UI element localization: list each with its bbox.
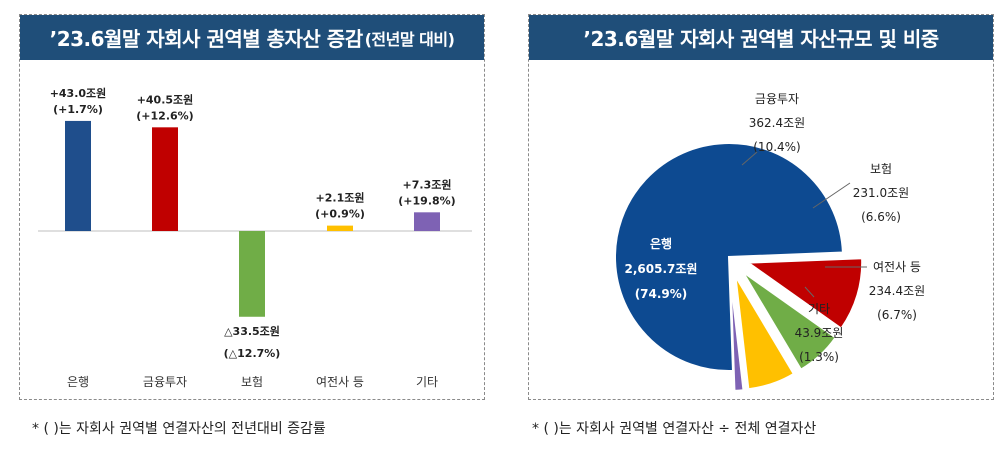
pie-leader-line-2 <box>812 182 851 209</box>
bar-value-label-0: +43.0조원 <box>50 86 107 100</box>
category-label-1: 금융투자 <box>143 375 187 389</box>
category-label-3: 여전사 등 <box>316 375 364 389</box>
asset-share-panel: ’23.6월말 자회사 권역별 자산규모 및 비중 은행 2,605.7조원 (74… <box>528 14 994 400</box>
asset-share-title: ’23.6월말 자회사 권역별 자산규모 및 비중 <box>583 27 939 51</box>
pie-value-0: 2,605.7조원 <box>625 262 698 276</box>
bar-2 <box>239 231 265 317</box>
pie-leader-line-1 <box>741 151 758 166</box>
asset-change-bar-chart: +43.0조원 (+1.7%) 은행 +40.5조원 (+12.6%) 금융투자 △33.5… <box>38 86 472 389</box>
pie-percent-2: (6.6%) <box>861 210 901 224</box>
pie-slice-3 <box>734 275 796 391</box>
pie-percent-3: (6.7%) <box>877 308 917 322</box>
category-label-2: 보험 <box>241 375 263 389</box>
pie-label-2: 보험 <box>870 162 892 176</box>
pie-percent-1: (10.4%) <box>753 140 800 154</box>
pie-label-0: 은행 <box>650 236 672 251</box>
bar-pct-label-1: (+12.6%) <box>136 109 193 122</box>
asset-change-panel: ’23.6월말 자회사 권역별 총자산 증감 (전년말 대비) +43.0조원 (+… <box>19 14 485 400</box>
category-label-4: 기타 <box>416 375 438 389</box>
bar-pct-label-2: (△12.7%) <box>224 347 281 360</box>
pie-value-4: 43.9조원 <box>795 326 844 340</box>
asset-change-title-suffix: (전년말 대비) <box>364 29 455 49</box>
right-footnote: * ( )는 자회사 권역별 연결자산 ÷ 전체 연결자산 <box>532 421 817 437</box>
pie-value-1: 362.4조원 <box>749 116 805 130</box>
bar-value-label-1: +40.5조원 <box>137 92 194 106</box>
pie-label-3: 여전사 등 <box>873 260 921 274</box>
asset-share-header: ’23.6월말 자회사 권역별 자산규모 및 비중 <box>529 15 993 60</box>
pie-slice-1 <box>745 257 864 330</box>
pie-label-4: 기타 <box>808 302 830 316</box>
bar-value-label-4: +7.3조원 <box>403 177 452 191</box>
bar-3 <box>327 225 353 231</box>
pie-percent-4: (1.3%) <box>799 350 839 364</box>
bar-value-label-3: +2.1조원 <box>316 191 365 205</box>
pie-slice-4 <box>729 276 745 392</box>
bar-4 <box>414 212 440 231</box>
pie-value-3: 234.4조원 <box>869 284 925 298</box>
bar-pct-label-3: (+0.9%) <box>315 208 365 221</box>
pie-slice-2 <box>741 270 838 371</box>
bar-pct-label-4: (+19.8%) <box>398 194 455 207</box>
category-label-0: 은행 <box>67 374 89 389</box>
pie-slice-0 <box>614 142 844 372</box>
bar-pct-label-0: (+1.7%) <box>53 103 103 116</box>
pie-percent-0: (74.9%) <box>635 287 688 301</box>
pie-leader-line-4 <box>804 286 815 298</box>
bar-value-label-2: △33.5조원 <box>224 324 280 338</box>
bar-1 <box>152 127 178 231</box>
pie-label-1: 금융투자 <box>755 92 799 106</box>
bar-0 <box>65 120 91 231</box>
asset-change-title: ’23.6월말 자회사 권역별 총자산 증감 <box>49 27 364 51</box>
asset-change-header: ’23.6월말 자회사 권역별 총자산 증감 (전년말 대비) <box>20 15 484 60</box>
asset-share-pie-chart: 은행 2,605.7조원 (74.9%) 금융투자 362.4조원 (10.4%) 보험 23… <box>614 92 925 392</box>
left-footnote: * ( )는 자회사 권역별 연결자산의 전년대비 증감률 <box>32 421 326 437</box>
pie-value-2: 231.0조원 <box>853 186 909 200</box>
